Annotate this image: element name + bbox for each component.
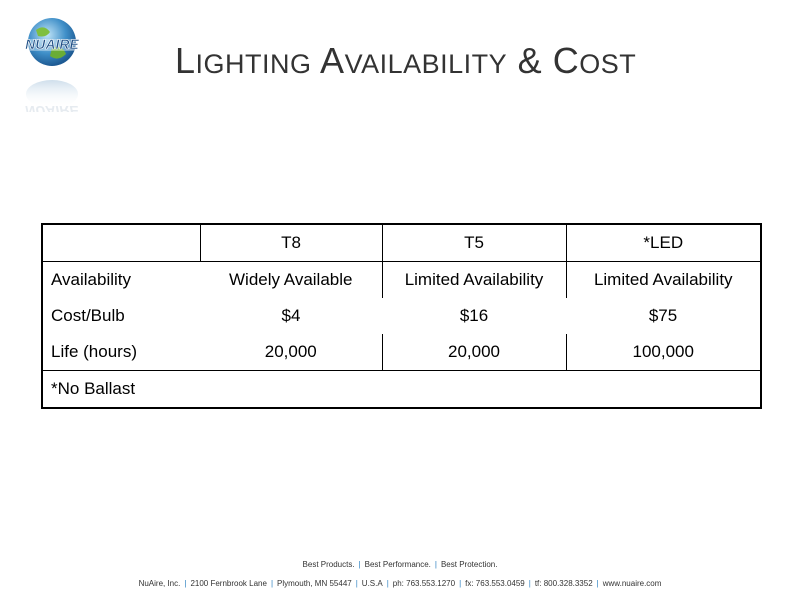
table-row-cost: Cost/Bulb $4 $16 $75 <box>43 298 760 334</box>
svg-text:NUAIRE: NUAIRE <box>25 36 79 52</box>
note-label: *No Ballast <box>43 370 200 407</box>
slide-title: LIGHTING AVAILABILITY & COST <box>175 40 637 81</box>
table-header-row: T8 T5 *LED <box>43 225 760 262</box>
footer-contact: NuAire, Inc. | 2100 Fernbrook Lane | Plymout… <box>138 579 662 588</box>
row-label: Availability <box>43 261 200 298</box>
header-t5: T5 <box>382 225 567 262</box>
availability-cost-table: T8 T5 *LED Availability Widely Available… <box>41 223 762 409</box>
table-cell: Limited Availability <box>566 261 760 298</box>
table-row-availability: Availability Widely Available Limited Av… <box>43 261 760 298</box>
header-led: *LED <box>643 233 684 252</box>
header-empty-cell <box>43 225 201 262</box>
svg-text:NUAIRE: NUAIRE <box>25 103 79 112</box>
table-cell: Limited Availability <box>382 261 567 298</box>
table-cell: $16 <box>459 306 489 325</box>
table-cell: $75 <box>648 306 678 325</box>
row-label: Cost/Bulb <box>51 306 125 325</box>
row-label: Life (hours) <box>51 342 137 361</box>
table-cell: 20,000 <box>382 334 567 371</box>
website-link[interactable]: www.nuaire.com <box>602 579 662 588</box>
nuaire-logo: NUAIRE NUAIRE <box>14 18 90 112</box>
table-row-note: *No Ballast <box>43 370 760 407</box>
table-cell: Widely Available <box>200 261 383 298</box>
table-cell: 20,000 <box>200 334 383 371</box>
footer-tagline: Best Products. | Best Performance. | Best Pr… <box>302 560 498 569</box>
table-cell: 100,000 <box>632 342 694 361</box>
header-t8: T8 <box>200 225 383 262</box>
table-cell: $4 <box>281 306 301 325</box>
table-row-life: Life (hours) 20,000 20,000 100,000 <box>43 334 760 371</box>
